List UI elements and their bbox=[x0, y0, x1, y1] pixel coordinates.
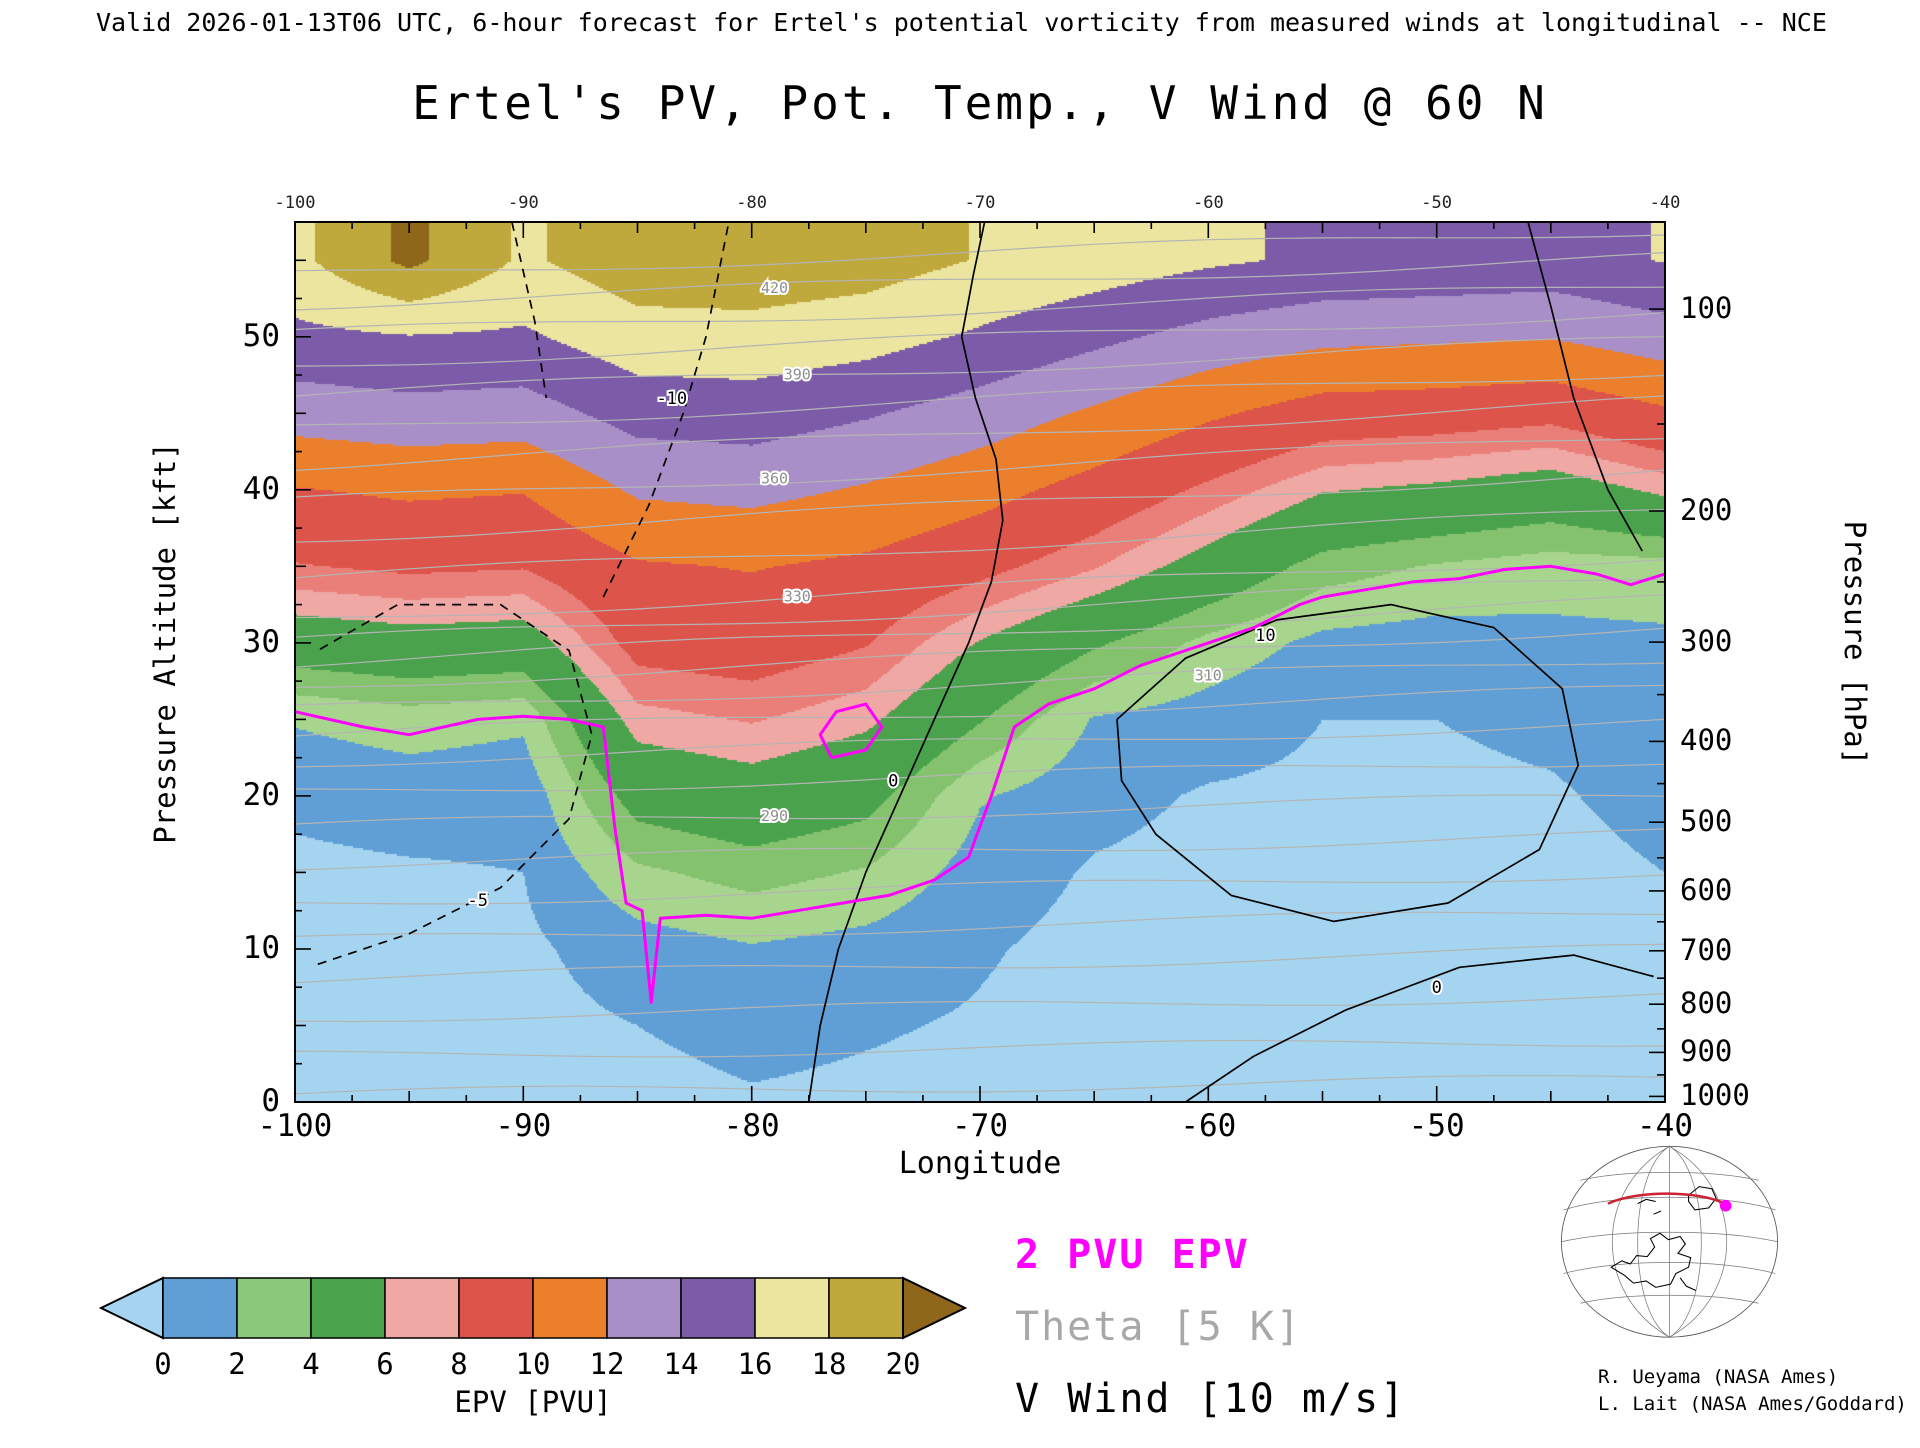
tick-label: -80 bbox=[723, 1108, 780, 1144]
legend-item: Theta [5 K] bbox=[1015, 1304, 1302, 1350]
colorbar-segment bbox=[236, 1277, 312, 1339]
colorbar-tick-label: 4 bbox=[302, 1347, 319, 1381]
legend-item: V Wind [10 m/s] bbox=[1015, 1376, 1407, 1422]
legend-item: 2 PVU EPV bbox=[1015, 1232, 1250, 1278]
valid-time-header: Valid 2026-01-13T06 UTC, 6-hour forecast… bbox=[96, 8, 1827, 37]
colorbar-segment bbox=[680, 1277, 756, 1339]
plot-title: Ertel's PV, Pot. Temp., V Wind @ 60 N bbox=[412, 76, 1548, 130]
colorbar-tick-label: 10 bbox=[516, 1347, 551, 1381]
colorbar-segment bbox=[310, 1277, 386, 1339]
colorbar-tick-label: 2 bbox=[228, 1347, 245, 1381]
tick-label: -60 bbox=[1180, 1108, 1237, 1144]
epv-colorbar: 0 2 4 6 8 10 12 14 16 18 20 EPV [PVU] bbox=[95, 1272, 995, 1426]
x-axis-title: Longitude bbox=[898, 1146, 1062, 1181]
tick-label: 500 bbox=[1680, 804, 1733, 839]
credit-line-1: R. Ueyama (NASA Ames) bbox=[1598, 1366, 1839, 1388]
tick-label: -70 bbox=[952, 1108, 1008, 1144]
colorbar-tick-label: 12 bbox=[590, 1347, 625, 1381]
tick-label: 10 bbox=[242, 929, 280, 966]
colorbar-over-arrow bbox=[902, 1276, 968, 1340]
tick-label: 300 bbox=[1680, 624, 1733, 659]
tick-label: 100 bbox=[1680, 291, 1733, 326]
tick-label: -100 bbox=[274, 193, 316, 213]
tick-label: 50 bbox=[242, 317, 280, 354]
tick-label: 600 bbox=[1680, 872, 1733, 907]
tick-label: -90 bbox=[507, 193, 539, 213]
credit-line-2: L. Lait (NASA Ames/Goddard) bbox=[1598, 1393, 1907, 1415]
tick-label: -50 bbox=[1408, 1108, 1465, 1144]
y-axis-left-title: Pressure Altitude [kft] bbox=[148, 442, 182, 844]
tick-label: 40 bbox=[242, 470, 280, 507]
tick-label: -40 bbox=[1637, 1108, 1693, 1144]
colorbar-segment bbox=[458, 1277, 534, 1339]
colorbar-tick-label: 20 bbox=[886, 1347, 921, 1381]
tick-label: -90 bbox=[495, 1108, 552, 1144]
colorbar-tick-label: 14 bbox=[664, 1347, 699, 1381]
tick-label: 30 bbox=[242, 623, 280, 660]
y-axis-right-title: Pressure [hPa] bbox=[1838, 520, 1872, 766]
colorbar-segment bbox=[754, 1277, 830, 1339]
overlay-legend: 2 PVU EPV Theta [5 K] V Wind [10 m/s] bbox=[1015, 1232, 1406, 1448]
colorbar-tick-label: 0 bbox=[154, 1347, 171, 1381]
tick-label: 1000 bbox=[1680, 1078, 1750, 1113]
track-end-marker bbox=[1719, 1199, 1732, 1212]
tick-label: -50 bbox=[1421, 193, 1453, 213]
colorbar-svg: 0 2 4 6 8 10 12 14 16 18 20 EPV [PVU] bbox=[98, 1276, 968, 1419]
colorbar-tick-label: 18 bbox=[812, 1347, 847, 1381]
tick-label: -100 bbox=[257, 1108, 333, 1144]
colorbar-segment bbox=[162, 1277, 238, 1339]
tick-label: 0 bbox=[261, 1083, 280, 1119]
tick-label: 800 bbox=[1680, 986, 1733, 1021]
colorbar-segment bbox=[532, 1277, 608, 1339]
colorbar-tick-label: 8 bbox=[450, 1347, 467, 1381]
colorbar-tick-label: 6 bbox=[376, 1347, 393, 1381]
tick-label: 700 bbox=[1680, 932, 1733, 967]
tick-label: -80 bbox=[736, 193, 768, 213]
credits: R. Ueyama (NASA Ames) L. Lait (NASA Ames… bbox=[1598, 1364, 1907, 1418]
colorbar-segment bbox=[828, 1277, 904, 1339]
tick-label: -60 bbox=[1192, 193, 1224, 213]
tick-label: 200 bbox=[1680, 493, 1733, 528]
cross-section-track bbox=[1607, 1192, 1726, 1205]
map-inset-globe bbox=[1560, 1145, 1779, 1338]
colorbar-segment bbox=[384, 1277, 460, 1339]
tick-label: -70 bbox=[964, 193, 996, 213]
colorbar-tick-label: 16 bbox=[738, 1347, 773, 1381]
colorbar-segment bbox=[606, 1277, 682, 1339]
tick-label: 20 bbox=[242, 776, 280, 813]
tick-label: 900 bbox=[1680, 1034, 1733, 1069]
globe-graticule bbox=[1561, 1146, 1778, 1338]
tick-label: 400 bbox=[1680, 723, 1733, 758]
colorbar-under-arrow bbox=[98, 1276, 164, 1340]
epv-heatmap-canvas bbox=[295, 222, 1665, 1102]
globe-coastlines bbox=[1610, 1186, 1717, 1292]
colorbar-title: EPV [PVU] bbox=[454, 1385, 611, 1419]
tick-label: -40 bbox=[1649, 193, 1681, 213]
